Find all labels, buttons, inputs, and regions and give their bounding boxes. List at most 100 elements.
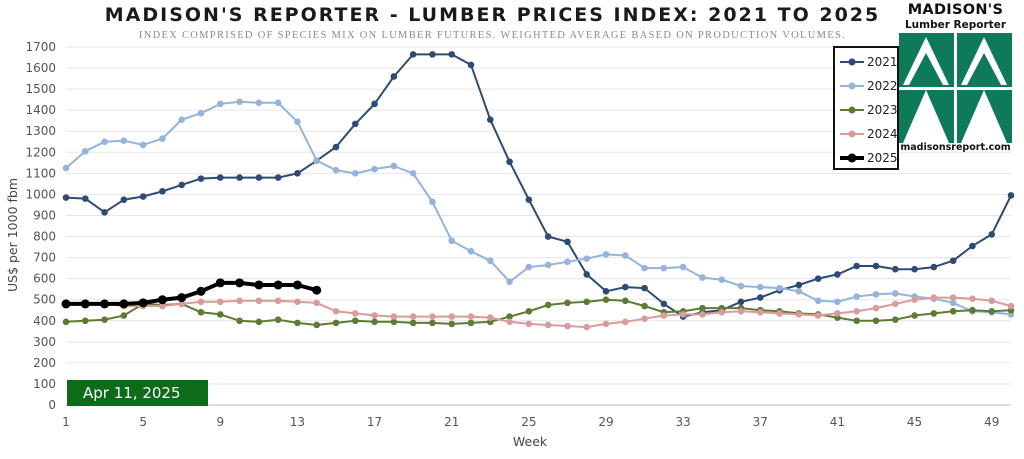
data-point-2024 (216, 298, 224, 306)
data-point-2021 (274, 174, 282, 181)
y-tick-label: 900 (33, 208, 56, 222)
data-point-2022 (834, 298, 841, 306)
data-point-2021 (891, 265, 899, 273)
data-point-2023 (294, 319, 301, 327)
data-point-2021 (294, 170, 301, 177)
data-point-2023 (216, 311, 224, 318)
data-point-2023 (564, 299, 571, 307)
data-point-2024 (274, 297, 282, 305)
data-point-2022 (872, 291, 880, 298)
data-point-2021 (216, 174, 224, 181)
data-point-2022 (216, 100, 224, 108)
data-point-2025 (196, 286, 206, 296)
x-tick-label: 49 (984, 415, 999, 429)
data-point-2021 (1007, 192, 1015, 199)
data-point-2024 (255, 297, 263, 305)
date-badge: Apr 11, 2025 (67, 380, 208, 406)
logo-tree-inner-tr (967, 53, 1001, 85)
data-point-2024 (178, 300, 186, 308)
data-point-2025 (215, 278, 225, 288)
data-point-2021 (255, 174, 263, 181)
data-point-2024 (621, 318, 629, 326)
data-point-2024 (602, 320, 610, 328)
data-point-2025 (100, 299, 110, 309)
legend-label: 2024 (867, 127, 898, 141)
data-point-2023 (313, 321, 321, 329)
data-point-2024 (699, 311, 706, 318)
logo-tree-icon (899, 33, 1012, 143)
data-point-2023 (274, 316, 282, 324)
y-tick-label: 1700 (25, 40, 56, 54)
data-point-2023 (332, 319, 340, 327)
data-point-2023 (891, 316, 899, 324)
data-point-2023 (930, 310, 938, 317)
data-point-2022 (949, 299, 957, 307)
x-tick-label: 29 (598, 415, 613, 429)
legend-item-2024: 2024 (835, 124, 899, 144)
logo-title: MADISON'S (907, 2, 1004, 18)
legend: 2021 2022 2023 2024 2025 (833, 46, 899, 170)
data-point-2025 (157, 295, 167, 305)
data-point-2022 (197, 110, 205, 117)
data-point-2021 (737, 298, 745, 306)
data-point-2022 (351, 170, 359, 177)
data-point-2024 (564, 322, 571, 330)
data-point-2025 (254, 280, 264, 290)
data-point-2024 (891, 300, 899, 308)
data-point-2022 (178, 116, 186, 123)
y-tick-label: 800 (33, 230, 56, 244)
y-tick-label: 1600 (25, 61, 56, 75)
data-point-2022 (390, 162, 398, 170)
data-point-2021 (949, 257, 957, 265)
data-point-2022 (544, 261, 552, 269)
data-point-2025 (80, 299, 90, 309)
x-tick-label: 25 (521, 415, 536, 429)
data-point-2021 (660, 300, 668, 308)
logo-tree-br (961, 90, 1007, 143)
data-point-2023 (641, 302, 648, 310)
data-point-2022 (332, 166, 340, 174)
series-2025 (61, 278, 322, 309)
y-tick-label: 200 (33, 356, 56, 370)
data-point-2021 (872, 262, 880, 270)
data-point-2024 (834, 310, 841, 317)
data-point-2023 (197, 309, 205, 316)
legend-swatch-marker (848, 130, 856, 138)
data-point-2024 (756, 309, 764, 316)
data-point-2023 (699, 304, 706, 312)
data-point-2022 (564, 258, 571, 266)
chart-subtitle: INDEX COMPRISED OF SPECIES MIX ON LUMBER… (138, 30, 847, 41)
data-point-2024 (1007, 302, 1015, 310)
data-point-2021 (390, 73, 398, 80)
legend-swatch-marker (848, 106, 856, 114)
x-tick-label: 41 (830, 415, 845, 429)
y-tick-label: 100 (33, 377, 56, 391)
data-point-2022 (718, 276, 726, 284)
data-point-2022 (409, 170, 417, 177)
data-point-2025 (273, 280, 283, 290)
data-point-2024 (969, 295, 976, 302)
data-point-2022 (737, 282, 745, 290)
series-layer (61, 51, 1015, 331)
data-point-2022 (101, 138, 108, 146)
data-point-2022 (679, 263, 687, 271)
data-point-2021 (834, 271, 841, 278)
legend-swatch-marker (848, 82, 856, 90)
data-point-2024 (409, 313, 417, 320)
y-tick-label: 300 (33, 335, 56, 349)
data-point-2023 (62, 318, 70, 326)
data-point-2024 (930, 294, 938, 301)
data-point-2024 (467, 313, 475, 320)
data-point-2023 (390, 318, 398, 326)
data-point-2023 (525, 307, 533, 315)
madisons-logo: MADISON'S Lumber Reporter madisonsreport… (899, 0, 1012, 160)
data-point-2021 (429, 51, 436, 58)
data-point-2021 (139, 193, 147, 200)
data-point-2024 (544, 321, 552, 329)
chart-title: MADISON'S REPORTER - LUMBER PRICES INDEX… (104, 4, 881, 26)
data-point-2022 (81, 147, 89, 155)
data-point-2022 (371, 165, 378, 173)
y-tick-label: 0 (48, 398, 56, 412)
data-point-2021 (583, 271, 591, 278)
data-point-2021 (795, 281, 803, 289)
